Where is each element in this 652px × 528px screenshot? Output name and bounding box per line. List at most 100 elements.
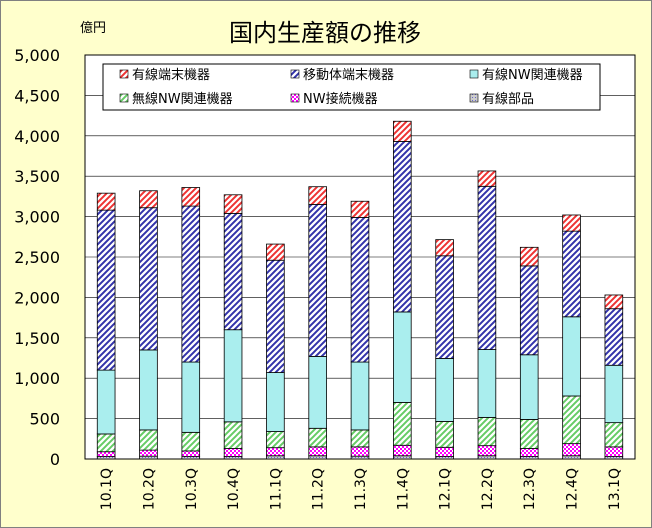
- bar-segment: [96, 192, 116, 211]
- bar-segment: [139, 429, 158, 451]
- bar-segment: [181, 431, 201, 452]
- y-tick-label: 4,500: [14, 86, 60, 105]
- bar-segment: [393, 402, 412, 446]
- x-axis-ticks: 10.1Q 10.2Q 10.3Q 10.4Q 11.1Q 11.2Q 11.3Q 11.4Q…: [99, 468, 623, 510]
- bar-segment: [477, 170, 497, 187]
- bar-segment: [519, 419, 539, 449]
- legend-label: 有線端末機器: [132, 67, 210, 83]
- bar-segment: [181, 450, 201, 457]
- bar-segment: [519, 246, 539, 267]
- y-tick-label: 3,500: [14, 167, 60, 186]
- bar-segment: [435, 255, 454, 359]
- bar-segment: [604, 308, 624, 366]
- bar-segment: [266, 431, 285, 449]
- bar-segment: [308, 427, 327, 448]
- x-tick-label: 11.1Q: [268, 468, 284, 510]
- bar-segment: [223, 212, 243, 331]
- bar-segment: [181, 187, 201, 207]
- legend-swatch: [469, 93, 479, 103]
- legend-label: 有線部品: [482, 91, 534, 107]
- bar-segment: [96, 433, 116, 453]
- bar-segment: [604, 294, 624, 310]
- bar-segment: [477, 455, 497, 460]
- bar-segment: [393, 120, 412, 142]
- bar-segment: [604, 364, 624, 424]
- bar-segment: [96, 369, 116, 435]
- y-axis-ticks: 0 500 1,000 1,500 2,000 2,500 3,000 3,500 4,000 4…: [14, 46, 60, 469]
- bar-segment: [393, 455, 412, 460]
- bar-segment: [393, 141, 412, 313]
- legend-swatch: [119, 93, 129, 103]
- y-tick-label: 3,000: [14, 208, 60, 227]
- legend-swatch: [119, 69, 129, 79]
- bar-segment: [350, 429, 370, 448]
- legend-box: [102, 63, 601, 111]
- bar-segment: [266, 447, 285, 457]
- bars: [96, 120, 624, 460]
- bar-segment: [139, 349, 158, 431]
- bar-segment: [223, 329, 243, 423]
- x-tick-label: 11.4Q: [395, 468, 411, 510]
- x-tick-label: 12.4Q: [565, 468, 581, 510]
- bar-segment: [308, 455, 327, 460]
- x-tick-label: 11.3Q: [353, 468, 369, 510]
- y-tick-label: 2,500: [14, 248, 60, 267]
- bar-segment: [96, 451, 116, 457]
- x-tick-label: 10.1Q: [99, 468, 115, 510]
- x-tick-label: 12.2Q: [480, 468, 496, 510]
- legend-swatch: [290, 93, 300, 103]
- legend-swatch: [469, 69, 479, 79]
- legend-label: NW接続機器: [303, 91, 378, 107]
- bar-segment: [266, 455, 285, 460]
- bar-segment: [562, 214, 581, 232]
- bar-segment: [139, 207, 158, 351]
- y-tick-label: 5,000: [14, 46, 60, 65]
- bar-segment: [139, 190, 158, 209]
- bar-segment: [604, 422, 624, 448]
- bar-segment: [393, 444, 412, 457]
- bar-segment: [519, 265, 539, 356]
- legend-label: 有線NW関連機器: [482, 67, 583, 83]
- bar-segment: [266, 372, 285, 432]
- bar-segment: [223, 448, 243, 457]
- bar-segment: [562, 230, 581, 318]
- bar-segment: [181, 205, 201, 363]
- chart-title: 国内生産額の推移: [229, 19, 421, 47]
- y-tick-label: 4,000: [14, 127, 60, 146]
- x-tick-label: 11.2Q: [311, 468, 327, 510]
- bar-segment: [604, 446, 624, 457]
- bar-segment: [562, 455, 581, 460]
- y-tick-label: 2,000: [14, 288, 60, 307]
- bar-segment: [223, 421, 243, 449]
- bar-segment: [477, 445, 497, 457]
- bar-segment: [435, 421, 454, 448]
- bar-segment: [562, 395, 581, 445]
- bar-segment: [435, 239, 454, 257]
- x-tick-label: 12.3Q: [522, 468, 538, 510]
- bar-segment: [350, 455, 370, 460]
- bar-segment: [139, 455, 158, 460]
- x-tick-label: 13.1Q: [607, 468, 623, 510]
- bar-segment: [308, 355, 327, 429]
- bar-segment: [96, 209, 116, 371]
- bar-segment: [435, 358, 454, 422]
- y-tick-label: 1,500: [14, 329, 60, 348]
- bar-segment: [350, 200, 370, 218]
- x-tick-label: 10.2Q: [141, 468, 157, 510]
- bar-segment: [308, 446, 327, 457]
- bar-segment: [393, 311, 412, 403]
- bar-segment: [562, 443, 581, 457]
- bar-segment: [350, 446, 370, 457]
- bar-segment: [477, 349, 497, 418]
- bar-segment: [519, 354, 539, 420]
- bar-segment: [562, 316, 581, 397]
- bar-segment: [308, 186, 327, 205]
- bar-segment: [223, 194, 243, 214]
- bar-segment: [181, 361, 201, 433]
- y-tick-label: 1,000: [14, 369, 60, 388]
- bar-segment: [350, 361, 370, 431]
- bar-segment: [350, 217, 370, 363]
- x-tick-label: 12.1Q: [438, 468, 454, 510]
